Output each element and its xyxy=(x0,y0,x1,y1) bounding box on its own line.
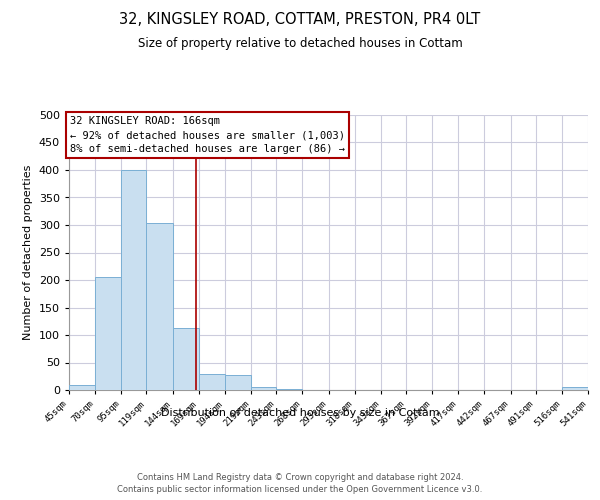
Bar xyxy=(146,224,173,390)
Text: Contains HM Land Registry data © Crown copyright and database right 2024.: Contains HM Land Registry data © Crown c… xyxy=(137,472,463,482)
Bar xyxy=(121,170,146,390)
Bar xyxy=(69,384,95,390)
Bar xyxy=(225,375,251,390)
Text: 32, KINGSLEY ROAD, COTTAM, PRESTON, PR4 0LT: 32, KINGSLEY ROAD, COTTAM, PRESTON, PR4 … xyxy=(119,12,481,28)
Text: 32 KINGSLEY ROAD: 166sqm
← 92% of detached houses are smaller (1,003)
8% of semi: 32 KINGSLEY ROAD: 166sqm ← 92% of detach… xyxy=(70,116,345,154)
Bar xyxy=(173,328,199,390)
Text: Distribution of detached houses by size in Cottam: Distribution of detached houses by size … xyxy=(161,408,439,418)
Bar xyxy=(251,386,276,390)
Y-axis label: Number of detached properties: Number of detached properties xyxy=(23,165,33,340)
Text: Contains public sector information licensed under the Open Government Licence v3: Contains public sector information licen… xyxy=(118,485,482,494)
Text: Size of property relative to detached houses in Cottam: Size of property relative to detached ho… xyxy=(137,38,463,51)
Bar xyxy=(562,387,588,390)
Bar xyxy=(95,277,121,390)
Bar xyxy=(276,389,302,390)
Bar xyxy=(199,374,225,390)
